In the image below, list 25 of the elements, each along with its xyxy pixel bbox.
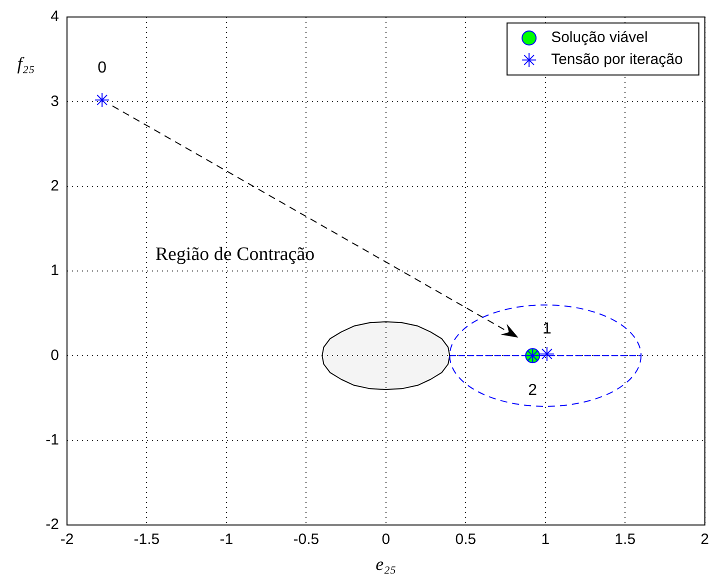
y-tick-label: 0 xyxy=(50,346,59,364)
y-tick-label: -1 xyxy=(46,431,59,448)
legend-label: Solução viável xyxy=(551,29,648,46)
legend-label: Tensão por iteração xyxy=(551,51,683,68)
y-tick-label: 4 xyxy=(50,8,59,26)
x-tick-label: 1 xyxy=(541,531,550,548)
y-tick-label: -2 xyxy=(46,516,59,534)
x-tick-label: 0 xyxy=(382,531,390,548)
x-tick-label: 1.5 xyxy=(614,531,636,548)
x-tick-label: -1 xyxy=(220,531,234,548)
point xyxy=(539,346,554,362)
y-axis-title: f₂₅ xyxy=(17,54,35,74)
x-axis-title: e₂₅ xyxy=(376,554,396,574)
point xyxy=(94,92,110,108)
annotation: 0 xyxy=(98,59,107,76)
annotation: 1 xyxy=(542,320,552,338)
x-tick-label: 2 xyxy=(700,531,709,548)
y-tick-label: 3 xyxy=(50,92,59,110)
x-tick-label: 0.5 xyxy=(455,531,476,548)
x-tick-label: -0.5 xyxy=(293,531,320,548)
annotation: Região de Contração xyxy=(155,244,315,265)
annotation: 2 xyxy=(528,382,538,400)
x-tick-label: -1.5 xyxy=(134,531,160,548)
y-tick-label: 2 xyxy=(50,177,59,194)
y-tick-label: 1 xyxy=(50,262,59,280)
